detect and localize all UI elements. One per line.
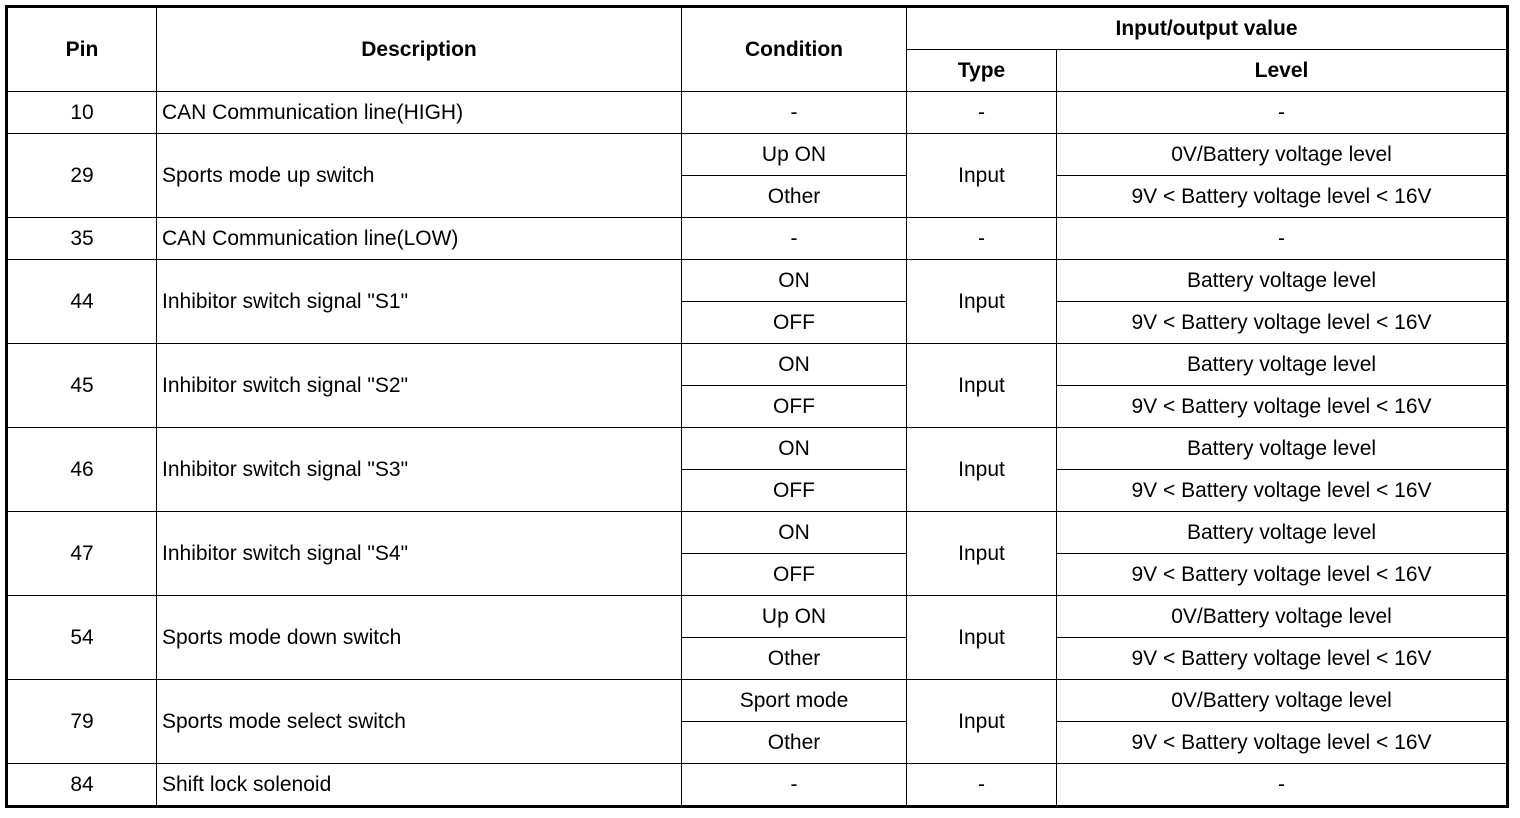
table-row: 47 Inhibitor switch signal "S4" ON Input Bat… bbox=[6, 511, 1509, 596]
header-level: Level bbox=[1055, 49, 1509, 92]
table-row: OFF 9V < Battery voltage level < 16V bbox=[7, 553, 1509, 596]
type-cell: Input bbox=[906, 259, 1057, 344]
level-cell: Battery voltage level bbox=[1055, 259, 1509, 302]
condition-cell: - bbox=[681, 763, 907, 807]
description-cell: Shift lock solenoid bbox=[156, 763, 682, 807]
level-cell: 0V/Battery voltage level bbox=[1055, 133, 1509, 176]
level-cell: - bbox=[1055, 217, 1509, 260]
header-pin: Pin bbox=[6, 6, 157, 92]
type-cell: - bbox=[906, 91, 1057, 134]
condition-cell: ON bbox=[681, 259, 907, 302]
pin-cell: 46 bbox=[6, 427, 157, 512]
header-type: Type bbox=[906, 49, 1057, 92]
table-row: 29 Sports mode up switch Up ON Input 0V/Batt… bbox=[6, 133, 1509, 218]
condition-cell: ON bbox=[681, 427, 907, 470]
table-row: 35 CAN Communication line(LOW) - - - bbox=[6, 217, 1509, 260]
table-row: 79 Sports mode select switch Sport mode Inp… bbox=[6, 679, 1509, 764]
description-cell: Inhibitor switch signal "S1" bbox=[156, 259, 682, 344]
level-cell: Battery voltage level bbox=[1055, 343, 1509, 386]
level-cell: 9V < Battery voltage level < 16V bbox=[1055, 469, 1509, 512]
level-cell: 9V < Battery voltage level < 16V bbox=[1055, 721, 1509, 764]
condition-cell: ON bbox=[681, 511, 907, 554]
pin-cell: 44 bbox=[6, 259, 157, 344]
condition-cell: Sport mode bbox=[681, 679, 907, 722]
table-row: Other 9V < Battery voltage level < 16V bbox=[7, 175, 1509, 218]
header-condition: Condition bbox=[681, 6, 907, 92]
pin-cell: 47 bbox=[6, 511, 157, 596]
level-cell: 9V < Battery voltage level < 16V bbox=[1055, 637, 1509, 680]
level-cell: 9V < Battery voltage level < 16V bbox=[1055, 385, 1509, 428]
level-cell: 9V < Battery voltage level < 16V bbox=[1055, 553, 1509, 596]
condition-cell: OFF bbox=[681, 385, 907, 428]
level-cell: 0V/Battery voltage level bbox=[1055, 679, 1509, 722]
level-cell: 0V/Battery voltage level bbox=[1055, 595, 1509, 638]
type-cell: Input bbox=[906, 427, 1057, 512]
table-row: OFF 9V < Battery voltage level < 16V bbox=[7, 469, 1509, 512]
pin-cell: 54 bbox=[6, 595, 157, 680]
description-cell: Inhibitor switch signal "S2" bbox=[156, 343, 682, 428]
condition-cell: ON bbox=[681, 343, 907, 386]
table-row: 45 Inhibitor switch signal "S2" ON Input Bat… bbox=[6, 343, 1509, 428]
type-cell: - bbox=[906, 217, 1057, 260]
condition-cell: - bbox=[681, 217, 907, 260]
table-row: 84 Shift lock solenoid - - - bbox=[6, 763, 1509, 807]
level-cell: - bbox=[1055, 91, 1509, 134]
pin-cell: 79 bbox=[6, 679, 157, 764]
type-cell: Input bbox=[906, 343, 1057, 428]
description-cell: Inhibitor switch signal "S3" bbox=[156, 427, 682, 512]
description-cell: CAN Communication line(LOW) bbox=[156, 217, 682, 260]
table-row: OFF 9V < Battery voltage level < 16V bbox=[7, 385, 1509, 428]
description-cell: Sports mode up switch bbox=[156, 133, 682, 218]
type-cell: - bbox=[906, 763, 1057, 807]
condition-cell: Other bbox=[681, 175, 907, 218]
type-cell: Input bbox=[906, 595, 1057, 680]
level-cell: - bbox=[1055, 763, 1509, 807]
table-row: 44 Inhibitor switch signal "S1" ON Input Bat… bbox=[6, 259, 1509, 344]
table-row: Other 9V < Battery voltage level < 16V bbox=[7, 637, 1509, 680]
table-row: 10 CAN Communication line(HIGH) - - - bbox=[6, 91, 1509, 134]
condition-cell: Other bbox=[681, 637, 907, 680]
condition-cell: OFF bbox=[681, 301, 907, 344]
type-cell: Input bbox=[906, 679, 1057, 764]
table-row: OFF 9V < Battery voltage level < 16V bbox=[7, 301, 1509, 344]
header-description: Description bbox=[156, 6, 682, 92]
header-io-value: Input/output value bbox=[905, 6, 1509, 50]
condition-cell: Up ON bbox=[681, 595, 907, 638]
level-cell: 9V < Battery voltage level < 16V bbox=[1055, 175, 1509, 218]
pin-cell: 10 bbox=[6, 91, 157, 134]
pin-cell: 45 bbox=[6, 343, 157, 428]
description-cell: CAN Communication line(HIGH) bbox=[156, 91, 682, 134]
pin-cell: 35 bbox=[6, 217, 157, 260]
condition-cell: Other bbox=[681, 721, 907, 764]
condition-cell: OFF bbox=[681, 469, 907, 512]
level-cell: 9V < Battery voltage level < 16V bbox=[1055, 301, 1509, 344]
level-cell: Battery voltage level bbox=[1055, 511, 1509, 554]
description-cell: Sports mode down switch bbox=[156, 595, 682, 680]
table-row: 54 Sports mode down switch Up ON Input 0V/Ba… bbox=[6, 595, 1509, 680]
type-cell: Input bbox=[906, 511, 1057, 596]
level-cell: Battery voltage level bbox=[1055, 427, 1509, 470]
type-cell: Input bbox=[906, 133, 1057, 218]
table-body: 10 CAN Communication line(HIGH) - - -29 Sport… bbox=[6, 91, 1509, 807]
pin-table: Pin Description Condition Input/output v… bbox=[5, 5, 1510, 808]
pin-cell: 29 bbox=[6, 133, 157, 218]
condition-cell: OFF bbox=[681, 553, 907, 596]
table-row: 46 Inhibitor switch signal "S3" ON Input Bat… bbox=[6, 427, 1509, 512]
pin-cell: 84 bbox=[6, 763, 157, 807]
description-cell: Sports mode select switch bbox=[156, 679, 682, 764]
table-row: Other 9V < Battery voltage level < 16V bbox=[7, 721, 1509, 764]
condition-cell: Up ON bbox=[681, 133, 907, 176]
description-cell: Inhibitor switch signal "S4" bbox=[156, 511, 682, 596]
condition-cell: - bbox=[681, 91, 907, 134]
